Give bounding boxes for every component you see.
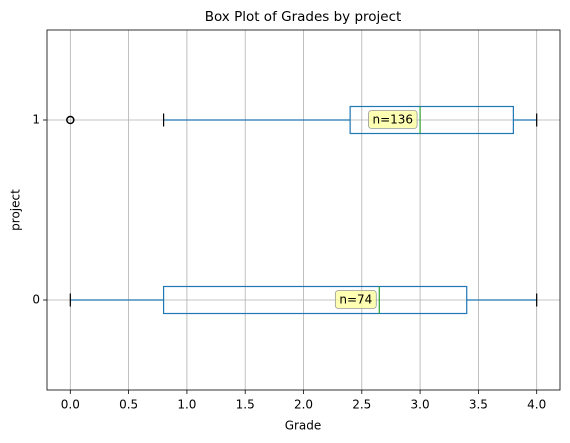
plot-frame [46, 29, 561, 391]
x-tick-label: 3.0 [411, 398, 430, 412]
x-tick-label: 1.5 [236, 398, 255, 412]
x-tick-label: 1.0 [177, 398, 196, 412]
annotation: n=136 [373, 113, 414, 127]
y-tick-label: 0 [32, 293, 40, 307]
annotation-box [334, 290, 377, 309]
annotation-box [368, 110, 418, 129]
x-tick-label: 4.0 [527, 398, 546, 412]
annotation: n=74 [339, 293, 372, 307]
x-tick-label: 0.5 [119, 398, 138, 412]
x-tick-label: 3.5 [469, 398, 488, 412]
box [349, 105, 514, 135]
x-tick-label: 2.5 [352, 398, 371, 412]
outlier [66, 115, 75, 125]
box [162, 285, 468, 315]
chart-title: Box Plot of Grades by project [205, 9, 402, 25]
y-axis-label: project [9, 189, 23, 231]
y-tick-label: 1 [32, 113, 40, 127]
x-tick-label: 2.0 [294, 398, 313, 412]
x-axis-label: Grade [285, 419, 322, 433]
x-tick-label: 0.0 [61, 398, 80, 412]
